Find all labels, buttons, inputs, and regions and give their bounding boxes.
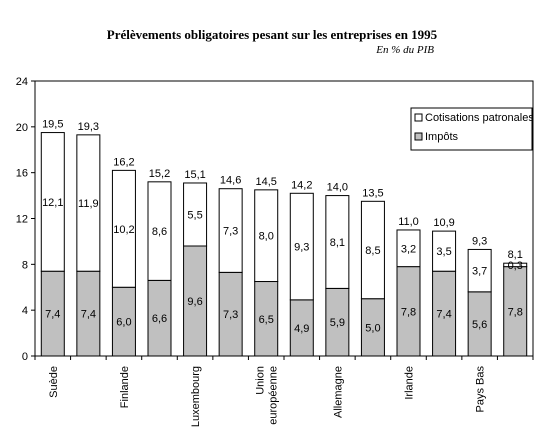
bar-cotisations [76, 134, 101, 272]
bar-cotisations [467, 248, 492, 293]
data-label-impots: 6,6 [152, 313, 167, 325]
data-label-total: 19,5 [42, 119, 63, 131]
bar-cotisations [218, 188, 243, 273]
data-label-cotisations: 5,5 [187, 209, 202, 221]
data-label-total: 16,2 [113, 156, 134, 168]
data-label-impots: 7,4 [81, 309, 96, 321]
data-label-total: 9,3 [472, 235, 487, 247]
data-label-cotisations: 8,5 [365, 245, 380, 257]
data-label-cotisations: 3,5 [436, 246, 451, 258]
y-tick-label: 20 [16, 122, 28, 134]
bar-cotisations [360, 200, 385, 300]
legend-box [410, 107, 533, 151]
data-label-cotisations: 12,1 [42, 197, 63, 209]
bar-cotisations [325, 195, 350, 289]
data-label-total: 13,5 [362, 187, 383, 199]
bar-cotisations [289, 192, 314, 301]
x-category-label: Allemagne [332, 366, 344, 418]
data-label-cotisations: 10,2 [113, 224, 134, 236]
y-tick-label: 0 [22, 351, 28, 363]
data-label-impots: 5,9 [330, 317, 345, 329]
data-label-cotisations: 8,0 [259, 231, 274, 243]
data-label-impots: 4,9 [294, 323, 309, 335]
y-tick-label: 24 [16, 76, 28, 88]
data-label-cotisations: 8,6 [152, 226, 167, 238]
legend-swatch [414, 113, 423, 122]
y-tick-label: 16 [16, 168, 28, 180]
y-tick-label: 8 [22, 259, 28, 271]
data-label-cotisations: 9,3 [294, 242, 309, 254]
data-label-impots: 7,4 [45, 309, 60, 321]
data-label-cotisations: 11,9 [78, 198, 99, 210]
x-category-label: Finlande [119, 366, 131, 408]
data-label-total: 19,3 [78, 121, 99, 133]
data-label-total: 15,2 [149, 168, 170, 180]
data-label-total: 14,0 [327, 182, 348, 194]
y-tick-label: 4 [22, 305, 28, 317]
data-label-cotisations: 7,3 [223, 226, 238, 238]
data-label-cotisations: 0,3 [508, 260, 523, 272]
data-label-total: 14,5 [256, 176, 277, 188]
bar-cotisations [40, 132, 65, 272]
bar-cotisations [254, 189, 279, 283]
bar-cotisations [396, 229, 421, 268]
chart-subtitle: En % du PIB [376, 44, 434, 56]
data-label-impots: 6,0 [116, 317, 131, 329]
data-label-impots: 7,4 [436, 309, 451, 321]
x-category-label: Pays Bas [475, 366, 487, 413]
x-category-label: Union [255, 366, 267, 395]
data-label-impots: 7,3 [223, 309, 238, 321]
data-label-total: 15,1 [184, 169, 205, 181]
data-label-impots: 6,5 [259, 314, 274, 326]
data-label-cotisations: 3,2 [401, 243, 416, 255]
bar-cotisations [111, 169, 136, 288]
data-label-cotisations: 3,7 [472, 266, 487, 278]
data-label-impots: 7,8 [401, 306, 416, 318]
data-label-cotisations: 8,1 [330, 237, 345, 249]
data-label-total: 10,9 [433, 217, 454, 229]
data-label-impots: 9,6 [187, 296, 202, 308]
x-category-label: Irlande [404, 366, 416, 400]
bar-cotisations [183, 182, 208, 247]
legend-label: Cotisations patronales [425, 112, 534, 124]
bar-cotisations [147, 181, 172, 281]
x-category-label: Luxembourg [190, 366, 202, 427]
data-label-total: 14,6 [220, 175, 241, 187]
data-label-total: 11,0 [398, 216, 419, 228]
y-tick-label: 12 [16, 214, 28, 226]
legend-label: Impôts [425, 131, 459, 143]
x-category-label: Suède [48, 366, 60, 398]
data-label-total: 8,1 [508, 249, 523, 261]
data-label-impots: 5,0 [365, 322, 380, 334]
data-label-impots: 5,6 [472, 319, 487, 331]
x-category-label: européenne [268, 366, 280, 425]
data-label-impots: 7,8 [508, 306, 523, 318]
bar-cotisations [503, 262, 528, 268]
legend-swatch [414, 132, 423, 141]
bar-cotisations [432, 230, 457, 272]
chart-title: Prélèvements obligatoires pesant sur les… [106, 27, 438, 42]
data-label-total: 14,2 [291, 179, 312, 191]
